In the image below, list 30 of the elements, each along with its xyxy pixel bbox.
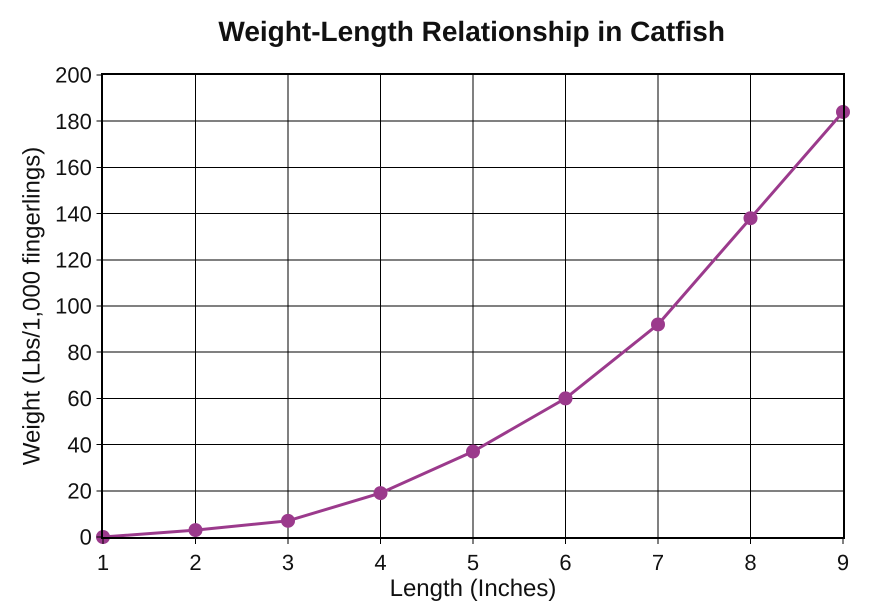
y-tick-label: 20 (67, 478, 92, 504)
x-axis-title: Length (Inches) (390, 575, 556, 602)
x-tick-label: 6 (559, 550, 572, 576)
point (558, 391, 572, 406)
point (744, 211, 758, 226)
x-tick-label: 3 (282, 550, 294, 576)
point (651, 317, 665, 332)
y-tick-label: 180 (55, 108, 92, 134)
point (374, 486, 388, 500)
point (466, 444, 480, 459)
x-tick-label: 1 (96, 550, 110, 576)
x-tick-label: 4 (374, 550, 387, 576)
point (281, 514, 295, 528)
y-tick-label: 40 (67, 432, 92, 458)
y-tick-label: 140 (55, 201, 92, 226)
y-tick-label: 160 (55, 155, 92, 180)
chart-title: Weight-Length Relationship in Catfish (218, 16, 725, 47)
x-tick-label: 5 (466, 550, 480, 576)
y-tick-label: 60 (67, 386, 92, 412)
x-tick-label: 2 (189, 550, 202, 576)
point (188, 523, 202, 538)
x-tick-label: 7 (652, 550, 664, 576)
x-tick-label: 8 (744, 550, 757, 576)
y-tick-label: 120 (55, 248, 92, 272)
y-tick-label: 0 (80, 524, 92, 550)
x-tick-label: 9 (836, 550, 850, 576)
y-tick-label: 100 (55, 294, 92, 319)
y-tick-label: 80 (67, 340, 92, 365)
y-axis-title: Weight (Lbs/1,000 fingerlings) (18, 146, 46, 466)
y-tick-label: 200 (55, 62, 92, 88)
